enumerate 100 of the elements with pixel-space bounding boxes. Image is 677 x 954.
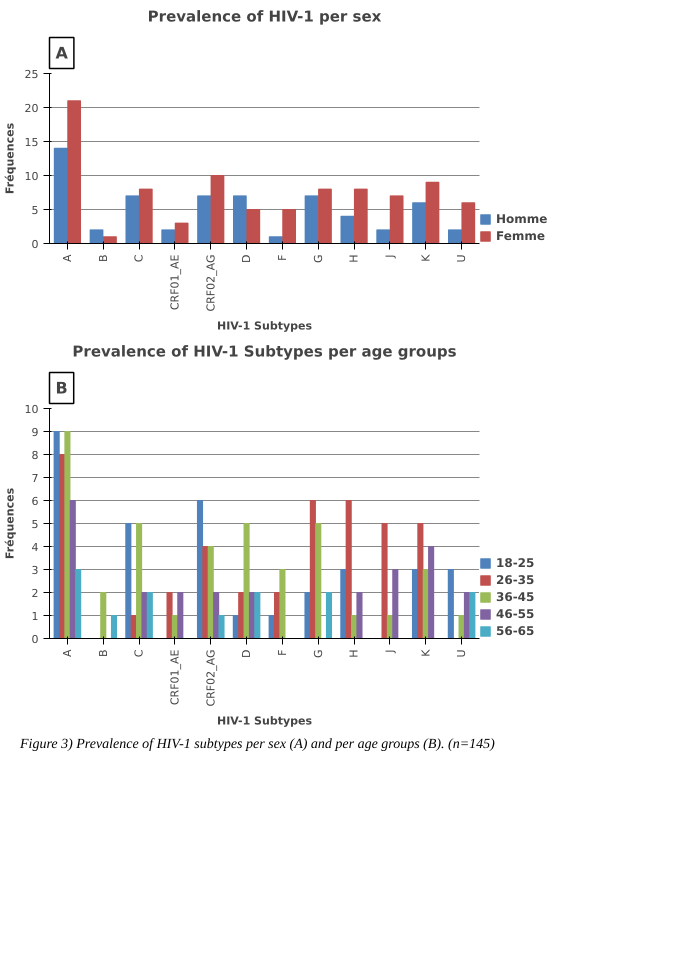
bar — [177, 592, 184, 638]
x-tick-label: K — [419, 648, 432, 657]
x-tick-label: F — [276, 650, 289, 656]
bar — [54, 431, 60, 638]
x-tick-label: CRF02_AG — [204, 254, 218, 312]
bar — [232, 195, 247, 244]
x-tick-label: G — [312, 649, 325, 658]
bar — [70, 500, 76, 638]
bar — [354, 188, 368, 244]
y-tick-label: 4 — [32, 541, 38, 554]
y-tick-label: 10 — [24, 403, 39, 416]
x-tick-label: CRF01_AE — [168, 649, 182, 706]
bar — [125, 523, 132, 638]
bar — [218, 615, 225, 638]
bar — [210, 175, 224, 244]
chart-title: Prevalence of HIV-1 Subtypes per age groups — [72, 342, 457, 360]
y-tick-label: 1 — [32, 610, 38, 623]
x-axis-title: HIV-1 Subtypes — [217, 714, 312, 728]
x-tick-label: U — [455, 254, 468, 263]
bar — [392, 569, 398, 638]
legend-label: Femme — [496, 229, 545, 243]
bar — [244, 523, 250, 638]
x-tick-label: U — [455, 649, 468, 658]
legend-label: 56-65 — [496, 624, 534, 638]
bar — [174, 222, 189, 244]
bar — [208, 546, 214, 638]
bar — [304, 195, 318, 244]
bar — [166, 592, 173, 638]
bar — [246, 209, 260, 244]
bar — [412, 202, 426, 244]
bar — [100, 592, 106, 638]
bar — [196, 500, 204, 638]
x-tick-label: D — [240, 649, 254, 658]
x-tick-label: B — [96, 254, 110, 262]
x-tick-label: A — [60, 254, 74, 262]
text: A — [56, 44, 68, 62]
bar — [461, 202, 476, 244]
x-tick-label: F — [276, 254, 289, 261]
bar — [346, 500, 352, 638]
bar — [381, 523, 388, 638]
y-tick-label: 20 — [24, 102, 39, 115]
chart-title: Prevalence of HIV-1 per sex — [148, 8, 382, 26]
x-tick-label: H — [348, 254, 361, 263]
bar — [428, 546, 434, 638]
caption: Figure 3) Prevalence of HIV-1 subtypes per sex (A) and per age groups (B). (n=145) — [20, 736, 495, 754]
y-tick-label: 25 — [24, 68, 39, 81]
x-tick-label: J — [383, 254, 396, 259]
y-tick-label: 2 — [32, 587, 38, 600]
legend-label: 46-55 — [496, 607, 534, 621]
bar — [282, 209, 296, 244]
x-tick-label: CRF02_AG — [204, 649, 218, 707]
y-axis-title: Fréquences — [4, 487, 17, 560]
y-tick-label: 15 — [24, 136, 39, 149]
x-tick-label: H — [348, 649, 361, 658]
x-tick-label: J — [383, 649, 396, 654]
bar — [268, 236, 283, 244]
bar — [448, 229, 462, 244]
y-tick-label: 7 — [32, 472, 38, 485]
bar — [146, 592, 153, 638]
y-axis-title: Fréquences — [4, 122, 17, 194]
x-tick-label: C — [132, 254, 146, 262]
y-tick-label: 5 — [32, 518, 38, 531]
bar — [315, 523, 322, 638]
legend-label: 36-45 — [496, 590, 534, 604]
x-tick-label: A — [60, 649, 74, 658]
x-tick-label: C — [132, 649, 146, 658]
x-tick-label: K — [419, 254, 432, 262]
bar — [390, 195, 404, 244]
bar — [58, 454, 66, 638]
bar — [412, 569, 418, 638]
x-tick-label: B — [96, 650, 110, 658]
bar — [254, 592, 260, 638]
bar — [279, 569, 286, 638]
x-tick-label: CRF01_AE — [168, 254, 182, 310]
bar — [448, 569, 454, 638]
bar — [376, 229, 390, 244]
bar — [356, 592, 363, 638]
bar — [426, 182, 440, 244]
y-tick-label: 3 — [32, 564, 38, 577]
x-tick-label: G — [312, 254, 325, 264]
y-tick-label: 0 — [32, 238, 38, 251]
legend-label: 26-35 — [496, 573, 534, 587]
y-tick-label: 10 — [24, 170, 39, 183]
x-tick-label: D — [240, 254, 254, 263]
y-tick-label: 9 — [32, 426, 38, 439]
bar — [67, 100, 82, 244]
bar — [326, 592, 332, 638]
y-tick-label: 5 — [32, 204, 38, 217]
legend-label: Homme — [496, 212, 548, 226]
bar — [103, 236, 117, 244]
bar — [90, 229, 104, 244]
bar — [197, 195, 211, 244]
legend-label: 18-25 — [496, 556, 534, 570]
bar — [136, 523, 142, 638]
bar — [75, 569, 82, 638]
bar — [340, 216, 354, 244]
bar — [110, 615, 118, 638]
bar — [54, 148, 68, 244]
y-tick-label: 8 — [32, 449, 38, 462]
x-axis-title: HIV-1 Subtypes — [217, 320, 312, 333]
